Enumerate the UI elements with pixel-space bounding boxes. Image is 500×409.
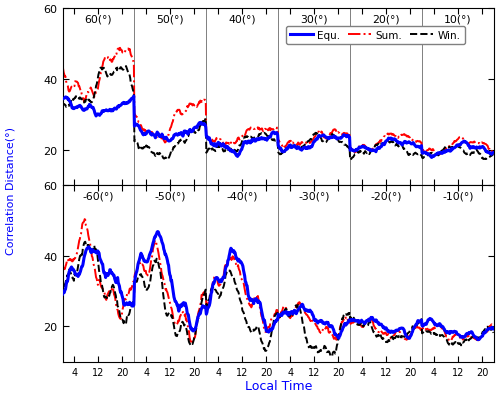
Legend: Equ., Sum., Win.: Equ., Sum., Win. <box>286 27 465 45</box>
Text: -10(°): -10(°) <box>442 191 474 201</box>
Text: -30(°): -30(°) <box>298 191 330 201</box>
Text: -40(°): -40(°) <box>226 191 258 201</box>
Text: 20(°): 20(°) <box>372 14 400 24</box>
Text: -50(°): -50(°) <box>154 191 186 201</box>
Text: 60(°): 60(°) <box>84 14 112 24</box>
Text: Correlation Distance(°): Correlation Distance(°) <box>6 126 16 254</box>
Text: 30(°): 30(°) <box>300 14 328 24</box>
Text: 40(°): 40(°) <box>228 14 256 24</box>
Text: 10(°): 10(°) <box>444 14 472 24</box>
Text: 50(°): 50(°) <box>156 14 184 24</box>
Text: -60(°): -60(°) <box>82 191 114 201</box>
X-axis label: Local Time: Local Time <box>244 380 312 393</box>
Text: -20(°): -20(°) <box>370 191 402 201</box>
